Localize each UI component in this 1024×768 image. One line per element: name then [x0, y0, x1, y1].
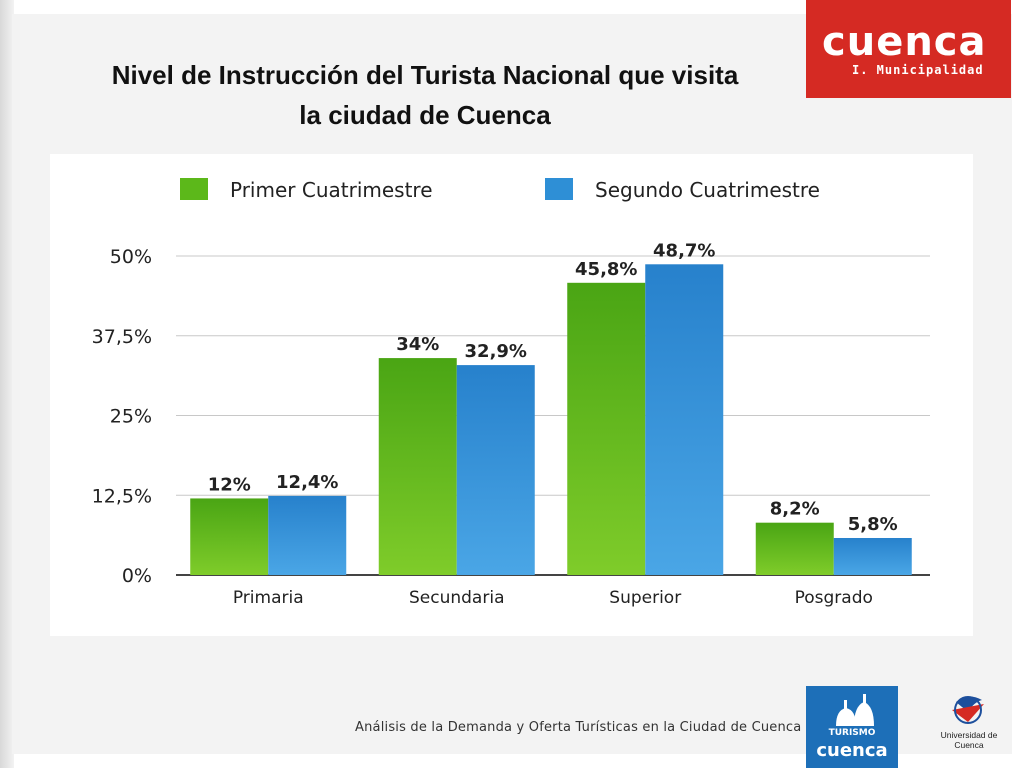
x-tick-label: Secundaria: [409, 588, 504, 608]
legend-label-series-1: Primer Cuatrimestre: [230, 178, 433, 202]
title-line-2: la ciudad de Cuenca: [299, 100, 551, 130]
y-tick-label: 12,5%: [92, 485, 152, 507]
y-tick-label: 0%: [122, 565, 152, 587]
bar: [645, 264, 724, 575]
data-label: 5,8%: [848, 514, 898, 535]
university-name: Universidad de Cuenca: [940, 730, 998, 750]
cuenca-municipality-logo: cuenca I. Municipalidad: [806, 0, 1011, 98]
y-tick-label: 50%: [110, 246, 152, 268]
bar-chart: 0% 12,5% 25% 37,5% 50% 12% 12,4% Primaria 34% 32,…: [92, 240, 930, 608]
bar: [833, 537, 912, 575]
legend-swatch-series-2: [545, 178, 573, 200]
turismo-city: cuenca: [816, 740, 888, 761]
data-label: 48,7%: [653, 240, 715, 261]
bar: [755, 522, 834, 575]
cathedral-domes-icon: [836, 694, 874, 726]
x-tick-label: Primaria: [233, 588, 304, 608]
data-label: 12%: [208, 474, 251, 495]
title-line-1: Nivel de Instrucción del Turista Naciona…: [111, 60, 739, 90]
cuenca-logo-subtitle: I. Municipalidad: [852, 63, 984, 77]
university-logo: Universidad de Cuenca: [928, 692, 1010, 750]
turismo-cuenca-logo: TURISMO cuenca: [806, 686, 898, 768]
x-tick-label: Posgrado: [795, 588, 873, 608]
legend-swatch-series-1: [180, 178, 208, 200]
bar: [567, 282, 646, 575]
data-label: 8,2%: [770, 499, 820, 520]
y-tick-label: 25%: [110, 406, 152, 428]
data-label: 32,9%: [465, 341, 527, 362]
chart-panel: Primer Cuatrimestre Segundo Cuatrimestre…: [50, 154, 973, 636]
data-label: 45,8%: [575, 259, 637, 280]
y-tick-label: 37,5%: [92, 326, 152, 348]
bar: [456, 365, 535, 575]
x-tick-label: Superior: [609, 588, 681, 608]
turismo-word: TURISMO: [828, 728, 876, 738]
legend-label-series-2: Segundo Cuatrimestre: [595, 178, 820, 202]
slide-edge-shadow: [0, 0, 14, 768]
data-label: 12,4%: [276, 472, 338, 493]
cuenca-logo-wordmark: cuenca: [822, 19, 987, 65]
bar: [190, 498, 269, 575]
university-emblem-icon: [952, 696, 984, 724]
data-label: 34%: [396, 334, 439, 355]
slide-title: Nivel de Instrucción del Turista Naciona…: [30, 55, 820, 135]
bar: [378, 358, 457, 575]
bar: [268, 495, 347, 575]
footer-caption: Análisis de la Demanda y Oferta Turístic…: [355, 720, 802, 735]
